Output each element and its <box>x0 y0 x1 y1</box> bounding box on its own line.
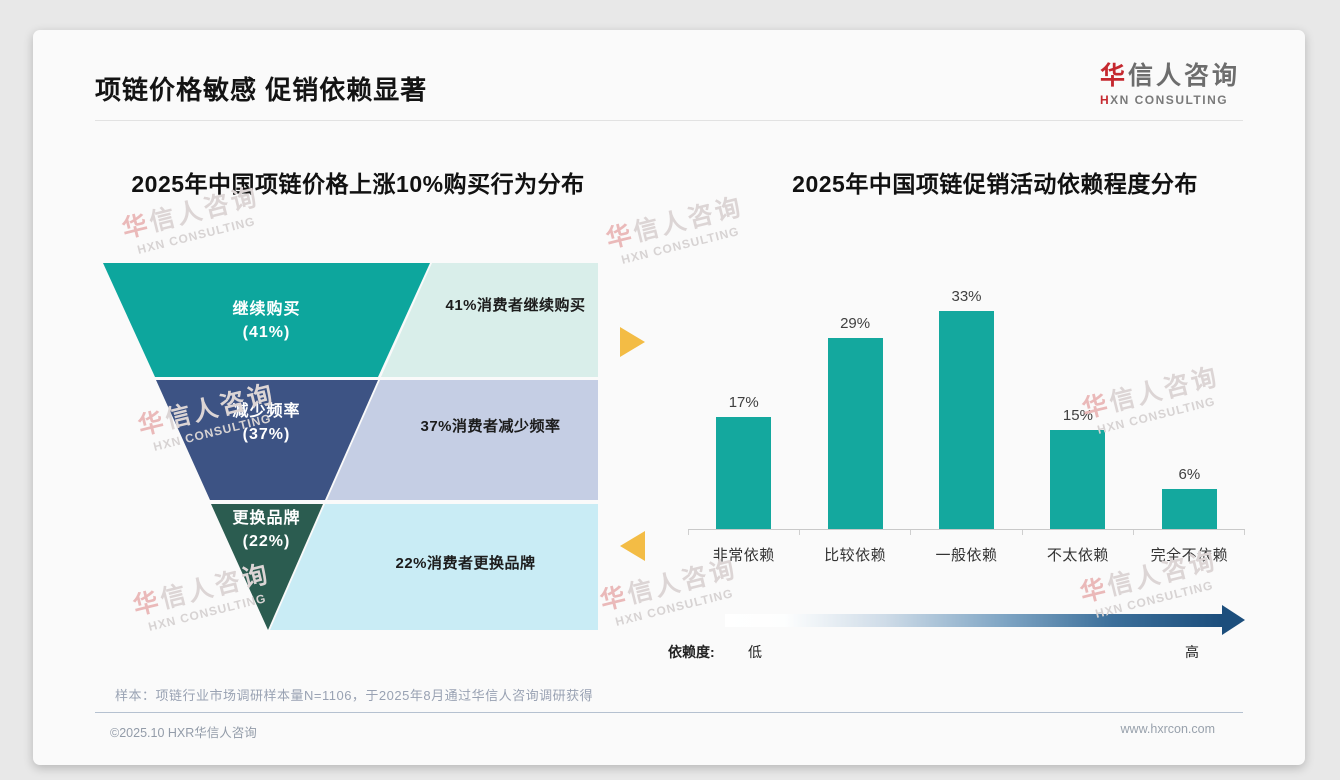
bar-column: 15% <box>1022 407 1133 529</box>
dependency-high-label: 高 <box>1185 644 1199 660</box>
funnel-stage-2-label: 减少频率 (37%) <box>232 403 301 444</box>
funnel-stage-2-shape <box>156 380 378 500</box>
bar-value-label: 29% <box>840 315 871 332</box>
sample-note: 样本：项链行业市场调研样本量N=1106，于2025年8月通过华信人咨询调研获得 <box>115 688 594 703</box>
bar-column: 33% <box>911 288 1022 529</box>
bar-chart: 17% 29% 33% 15% 6% 非常依赖 <box>688 250 1245 565</box>
website-link[interactable]: www.hxrcon.com <box>1120 722 1215 736</box>
funnel-annotation-1: 41%消费者继续购买 <box>445 297 586 314</box>
dependency-scale: 依赖度: 低 高 <box>668 604 1245 662</box>
logo-cn-text: 华信人咨询 <box>1099 62 1240 90</box>
bar <box>827 338 883 529</box>
funnel-chart: 继续购买 (41%) 减少频率 (37%) 更换品牌 (22%) 41%消费者继续购买… <box>103 263 598 631</box>
funnel-panel-2-shape <box>327 380 598 500</box>
funnel-shapes <box>103 263 598 630</box>
bar-value-label: 6% <box>1178 466 1201 483</box>
company-logo: 华信人咨询 HXN CONSULTING <box>1100 56 1240 107</box>
category-label: 不太依赖 <box>1046 547 1109 564</box>
dependency-label: 依赖度: <box>668 644 715 660</box>
bar-chart-title: 2025年中国项链促销活动依赖程度分布 <box>792 171 1198 197</box>
bar-value-label: 15% <box>1062 407 1093 424</box>
category-label: 非常依赖 <box>712 547 775 564</box>
funnel-stage-1-shape <box>103 263 430 377</box>
gradient-arrow-head-icon <box>1222 605 1245 635</box>
copyright-text: ©2025.10 HXR华信人咨询 <box>110 726 257 740</box>
funnel-panel-1-shape <box>381 263 598 377</box>
funnel-stage-3-label: 更换品牌 (22%) <box>232 510 301 551</box>
funnel-chart-title: 2025年中国项链价格上涨10%购买行为分布 <box>131 171 585 197</box>
bar <box>716 417 772 529</box>
bar-plot-area: 17% 29% 33% 15% 6% <box>688 250 1245 530</box>
bar-value-label: 33% <box>951 288 982 305</box>
forward-arrow-icon <box>620 327 645 357</box>
back-arrow-icon <box>620 531 645 561</box>
funnel-annotation-3: 22%消费者更换品牌 <box>395 555 536 572</box>
category-label: 完全不依赖 <box>1150 547 1229 564</box>
gradient-arrow-body <box>725 613 1222 627</box>
bar <box>1050 430 1106 529</box>
category-label: 比较依赖 <box>824 547 887 564</box>
category-label: 一般依赖 <box>935 547 998 564</box>
dependency-low-label: 低 <box>748 644 762 660</box>
x-axis-labels: 非常依赖 比较依赖 一般依赖 不太依赖 完全不依赖 <box>688 535 1245 565</box>
bar-column: 6% <box>1134 466 1245 529</box>
funnel-stage-3-shape <box>211 504 323 630</box>
funnel-stage-1-label: 继续购买 (41%) <box>232 301 301 342</box>
bar-column: 29% <box>799 315 910 529</box>
bar <box>1161 489 1217 529</box>
bar-value-label: 17% <box>728 394 759 411</box>
header-divider <box>95 120 1243 121</box>
logo-en-text: HXN CONSULTING <box>1099 93 1229 107</box>
slide-card: 项链价格敏感 促销依赖显著 华信人咨询 HXN CONSULTING 2025年… <box>33 30 1305 765</box>
funnel-panel-3-shape <box>270 504 598 630</box>
bar-column: 17% <box>688 394 799 529</box>
page-title: 项链价格敏感 促销依赖显著 <box>95 75 428 105</box>
funnel-annotation-2: 37%消费者减少频率 <box>420 418 561 435</box>
x-axis-ticks <box>688 530 1245 535</box>
bar <box>939 311 995 529</box>
footer-divider <box>95 712 1243 713</box>
